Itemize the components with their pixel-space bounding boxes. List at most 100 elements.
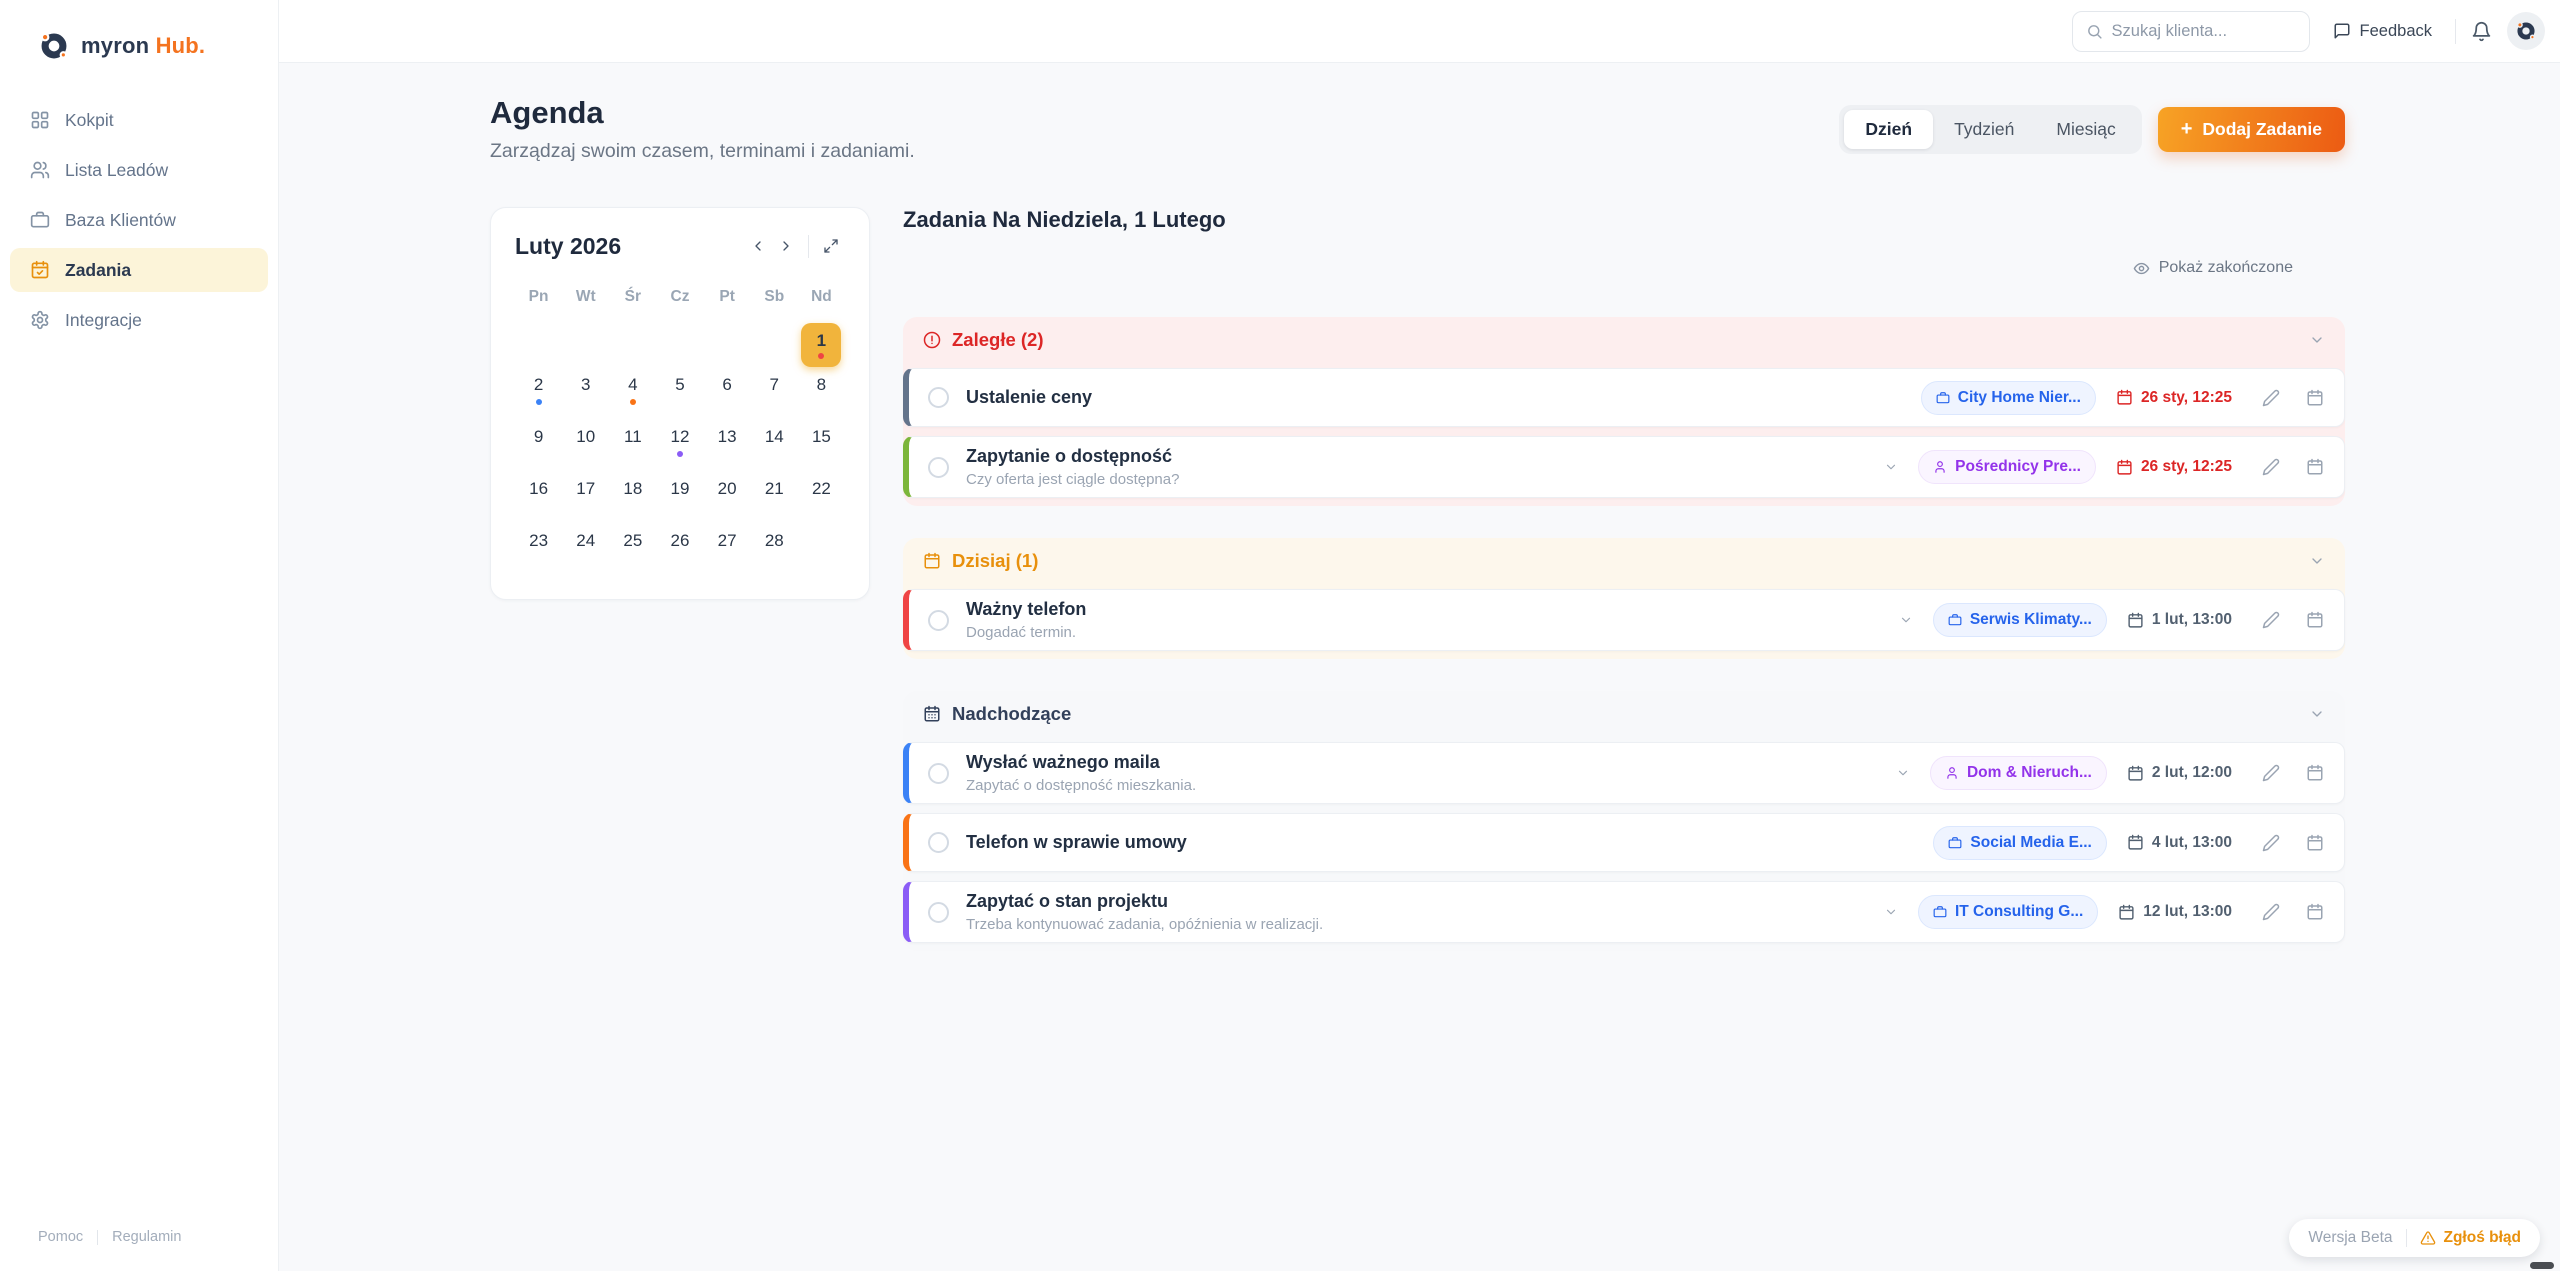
calendar-day-27[interactable]: 27 <box>704 526 751 575</box>
feedback-button[interactable]: Feedback <box>2325 16 2440 47</box>
calendar-day-26[interactable]: 26 <box>656 526 703 575</box>
task-tag-pill[interactable]: City Home Nier... <box>1920 380 2096 415</box>
alert-icon <box>923 331 941 349</box>
event-dot <box>583 451 589 457</box>
task-reschedule-button[interactable] <box>2306 764 2324 782</box>
task-section-dzisiaj-1: Dzisiaj (1) Ważny telefon Dogadać termin. S… <box>903 538 2345 659</box>
calendar-day-5[interactable]: 5 <box>656 370 703 419</box>
calendar-day-21[interactable]: 21 <box>751 474 798 523</box>
add-task-button[interactable]: + Dodaj Zadanie <box>2157 106 2345 152</box>
calendar-icon <box>2307 389 2323 405</box>
task-reschedule-button[interactable] <box>2306 834 2324 852</box>
calendar-day-14[interactable]: 14 <box>751 422 798 471</box>
calendar-day-1[interactable]: 1 <box>798 318 845 367</box>
report-bug-button[interactable]: Zgłoś błąd <box>2420 1229 2521 1247</box>
task-tag-pill[interactable]: Social Media E... <box>1933 825 2107 860</box>
calendar-day-12[interactable]: 12 <box>656 422 703 471</box>
task-reschedule-button[interactable] <box>2306 389 2324 407</box>
task-due-date: 1 lut, 13:00 <box>2127 611 2232 629</box>
footer-link-pomoc[interactable]: Pomoc <box>38 1229 84 1245</box>
task-tag-pill[interactable]: Pośrednicy Pre... <box>1918 450 2096 484</box>
sidebar-item-integracje[interactable]: Integracje <box>10 298 268 342</box>
calendar-day-17[interactable]: 17 <box>562 474 609 523</box>
tab-miesiąc[interactable]: Miesiąc <box>2035 110 2136 149</box>
calendar-day-3[interactable]: 3 <box>562 370 609 419</box>
calendar-day-8[interactable]: 8 <box>798 370 845 419</box>
calendar-day-19[interactable]: 19 <box>656 474 703 523</box>
task-checkbox[interactable] <box>928 609 949 631</box>
task-edit-button[interactable] <box>2262 389 2280 407</box>
calendar-day-15[interactable]: 15 <box>798 422 845 471</box>
event-dot <box>818 399 824 405</box>
calendar-prev-button[interactable] <box>744 232 772 260</box>
event-dot <box>771 555 777 561</box>
section-collapse-chevron <box>2309 706 2325 722</box>
task-expand-button[interactable] <box>1899 613 1913 627</box>
notifications-button[interactable] <box>2471 21 2492 42</box>
beta-pill-divider <box>2405 1229 2407 1247</box>
calendar-day-28[interactable]: 28 <box>751 526 798 575</box>
sidebar-item-lista-leadów[interactable]: Lista Leadów <box>10 148 268 192</box>
task-row-telefon-w-sprawie-umowy: Telefon w sprawie umowy Social Media E...… <box>903 813 2345 872</box>
task-edit-button[interactable] <box>2262 764 2280 782</box>
calendar-day-4[interactable]: 4 <box>609 370 656 419</box>
calendar-day-10[interactable]: 10 <box>562 422 609 471</box>
task-tag-pill[interactable]: IT Consulting G... <box>1917 895 2099 929</box>
footer-link-regulamin[interactable]: Regulamin <box>112 1229 182 1245</box>
event-dot <box>724 555 730 561</box>
task-tag-pill[interactable]: Dom & Nieruch... <box>1929 756 2107 790</box>
task-edit-button[interactable] <box>2262 458 2280 476</box>
task-checkbox[interactable] <box>928 901 949 923</box>
show-completed-toggle[interactable]: Pokaż zakończone <box>2133 259 2293 277</box>
calendar-day-7[interactable]: 7 <box>751 370 798 419</box>
task-edit-button[interactable] <box>2262 903 2280 921</box>
search-input[interactable] <box>2111 21 2296 41</box>
task-edit-button[interactable] <box>2262 611 2280 629</box>
day-number: 12 <box>670 427 690 446</box>
calendar-day-24[interactable]: 24 <box>562 526 609 575</box>
task-reschedule-button[interactable] <box>2306 611 2324 629</box>
sidebar-item-baza-klientów[interactable]: Baza Klientów <box>10 198 268 242</box>
task-reschedule-button[interactable] <box>2306 903 2324 921</box>
task-expand-button[interactable] <box>1884 905 1898 919</box>
task-checkbox[interactable] <box>928 762 949 784</box>
calendar-day-20[interactable]: 20 <box>704 474 751 523</box>
task-due-date: 26 sty, 12:25 <box>2116 458 2232 476</box>
scrollbar-thumb[interactable] <box>2530 1262 2554 1269</box>
calendar-expand-button[interactable] <box>817 232 845 260</box>
user-avatar[interactable] <box>2507 12 2545 50</box>
calendar-day-13[interactable]: 13 <box>704 422 751 471</box>
day-number: 25 <box>623 531 643 550</box>
tab-dzień[interactable]: Dzień <box>1844 109 1934 149</box>
calendar-day-6[interactable]: 6 <box>704 370 751 419</box>
expand-icon <box>824 239 838 253</box>
calendar-day-18[interactable]: 18 <box>609 474 656 523</box>
task-expand-button[interactable] <box>1896 766 1910 780</box>
task-actions <box>2262 611 2324 629</box>
task-edit-button[interactable] <box>2262 834 2280 852</box>
task-checkbox[interactable] <box>928 387 949 408</box>
calendar-day-16[interactable]: 16 <box>515 474 562 523</box>
section-header-zaległe-2[interactable]: Zaległe (2) <box>903 317 2345 363</box>
sidebar-item-zadania[interactable]: Zadania <box>10 248 268 292</box>
calendar-day-25[interactable]: 25 <box>609 526 656 575</box>
section-label: Zaległe (2) <box>952 329 1044 350</box>
section-header-dzisiaj-1[interactable]: Dzisiaj (1) <box>903 538 2345 584</box>
task-expand-button[interactable] <box>1884 460 1898 474</box>
tab-tydzień[interactable]: Tydzień <box>1933 110 2035 149</box>
calendar-day-9[interactable]: 9 <box>515 422 562 471</box>
sidebar-item-kokpit[interactable]: Kokpit <box>10 98 268 142</box>
calendar-day-2[interactable]: 2 <box>515 370 562 419</box>
task-reschedule-button[interactable] <box>2306 458 2324 476</box>
calendar-day-23[interactable]: 23 <box>515 526 562 575</box>
calendar-empty-cell <box>562 318 609 367</box>
calendar-day-11[interactable]: 11 <box>609 422 656 471</box>
task-tag-pill[interactable]: Serwis Klimaty... <box>1932 603 2107 637</box>
event-dot <box>724 399 730 405</box>
task-checkbox[interactable] <box>928 832 949 853</box>
task-checkbox[interactable] <box>928 456 949 478</box>
section-header-nadchodzące[interactable]: Nadchodzące <box>903 691 2345 737</box>
brand-logo[interactable]: myron Hub. <box>0 0 278 98</box>
calendar-day-22[interactable]: 22 <box>798 474 845 523</box>
calendar-next-button[interactable] <box>772 232 800 260</box>
